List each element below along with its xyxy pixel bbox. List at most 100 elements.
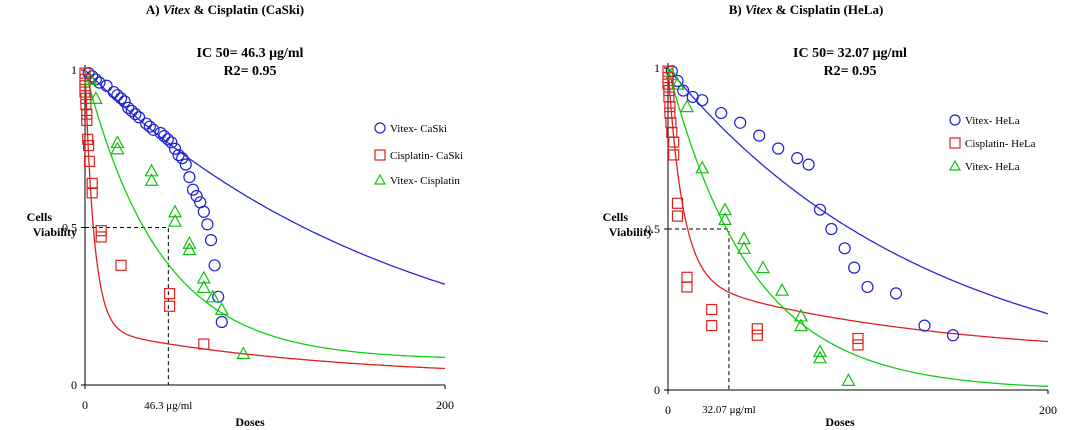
data-point-square: [665, 117, 677, 129]
data-point-triangle: [88, 91, 103, 104]
y-tick-label: 1: [654, 61, 660, 75]
y-axis-label-line1: Cells: [27, 210, 53, 224]
x-tick-label: 0: [665, 403, 671, 417]
data-point-circle: [197, 205, 210, 218]
data-point-triangle: [167, 204, 183, 218]
data-point-circle: [154, 126, 167, 140]
data-point-circle: [838, 242, 851, 255]
data-point-square: [164, 288, 176, 300]
data-point-circle: [201, 218, 214, 231]
data-point-circle: [86, 70, 99, 83]
data-point-circle: [848, 261, 861, 274]
ic50-guide-line: [85, 227, 169, 385]
fit-curve-square: [667, 67, 1049, 343]
data-point-square: [81, 108, 93, 120]
data-point-triangle: [167, 213, 183, 227]
ic50-annotation: IC 50= 46.3 μg/ml: [197, 46, 304, 61]
data-point-circle: [125, 104, 138, 118]
ic50-annotation: IC 50= 32.07 μg/ml: [793, 46, 907, 61]
chart-panel-b: B) Vitex & Cisplatin (HeLa) IC 50= 32.07 …: [603, 2, 1057, 429]
y-axis-label-line2: Viability: [33, 225, 77, 239]
data-point-square: [671, 210, 684, 222]
data-point-circle: [122, 101, 135, 114]
data-point-circle: [132, 111, 146, 124]
data-point-circle: [208, 259, 221, 272]
data-point-square: [671, 197, 684, 209]
data-point-square: [662, 72, 674, 84]
data-point-square: [663, 84, 675, 97]
data-point-triangle: [695, 160, 710, 174]
data-point-square: [81, 114, 93, 127]
x-axis-label: Doses: [825, 415, 855, 429]
data-point-circle: [161, 133, 174, 146]
chart-title: A) Vitex & Cisplatin (CaSki): [146, 2, 304, 17]
data-point-circle: [111, 89, 124, 102]
data-point-triangle: [110, 135, 125, 149]
data-point-triangle: [812, 350, 828, 364]
data-point-square: [751, 323, 763, 335]
data-point-circle: [946, 329, 960, 342]
chart-panel-a: A) Vitex & Cisplatin (CaSki) IC 50= 46.3 …: [27, 2, 463, 429]
data-point-circle: [677, 84, 690, 97]
data-point-triangle: [144, 172, 159, 186]
data-point-circle: [179, 158, 192, 171]
y-axis-label-line1: Cells: [603, 210, 629, 224]
r2-annotation: R2= 0.95: [823, 64, 876, 79]
y-tick-label: 1: [71, 63, 77, 77]
legend-label: Vitex- Cisplatin: [390, 175, 460, 187]
data-point-triangle: [679, 99, 695, 113]
data-point-circle: [129, 107, 142, 121]
legend-label: Vitex- CaSki: [390, 123, 447, 135]
data-point-square: [664, 101, 676, 113]
data-point-circle: [100, 79, 113, 92]
x-tick-label: 0: [82, 398, 88, 412]
data-point-circle: [183, 171, 196, 184]
data-point-square: [706, 303, 718, 316]
data-point-square: [86, 177, 98, 189]
y-tick-label: 0: [654, 383, 660, 397]
data-point-circle: [168, 142, 182, 155]
data-point-circle: [791, 152, 804, 165]
legend-triangle-icon: [948, 159, 962, 171]
y-tick-label: 0.5: [645, 222, 660, 236]
data-point-triangle: [736, 231, 752, 245]
data-point-circle: [734, 116, 747, 129]
data-point-circle: [158, 130, 171, 143]
data-point-circle: [186, 183, 200, 196]
data-point-square: [95, 225, 107, 237]
data-point-circle: [696, 94, 709, 107]
fit-curve-triangle: [84, 69, 445, 359]
data-point-circle: [165, 136, 178, 149]
data-point-circle: [802, 158, 815, 171]
data-point-square: [751, 329, 763, 341]
data-point-triangle: [83, 72, 98, 86]
data-point-circle: [93, 76, 106, 89]
data-point-circle: [813, 203, 827, 216]
data-point-circle: [753, 129, 766, 142]
data-point-circle: [118, 95, 131, 108]
data-point-square: [668, 149, 680, 161]
data-point-square: [663, 91, 675, 103]
data-point-triangle: [196, 280, 211, 293]
data-point-circle: [143, 120, 156, 133]
data-point-circle: [671, 74, 684, 87]
legend-label: Cisplatin- CaSki: [390, 150, 463, 162]
data-point-square: [681, 271, 693, 283]
legend-square-icon: [949, 137, 961, 149]
data-point-square: [164, 300, 176, 312]
data-point-circle: [772, 142, 785, 155]
data-point-square: [198, 338, 210, 350]
fit-curve-circle: [667, 67, 1049, 315]
data-point-triangle: [774, 282, 790, 296]
data-point-triangle: [812, 344, 828, 357]
data-point-square: [82, 133, 94, 145]
data-point-square: [852, 339, 864, 351]
data-point-circle: [918, 319, 931, 332]
data-point-triangle: [236, 346, 251, 360]
data-point-triangle: [664, 67, 679, 81]
legend-circle-icon: [949, 114, 961, 126]
x-axis-label: Doses: [235, 415, 265, 429]
data-point-square: [664, 107, 676, 119]
data-point-triangle: [670, 76, 685, 90]
